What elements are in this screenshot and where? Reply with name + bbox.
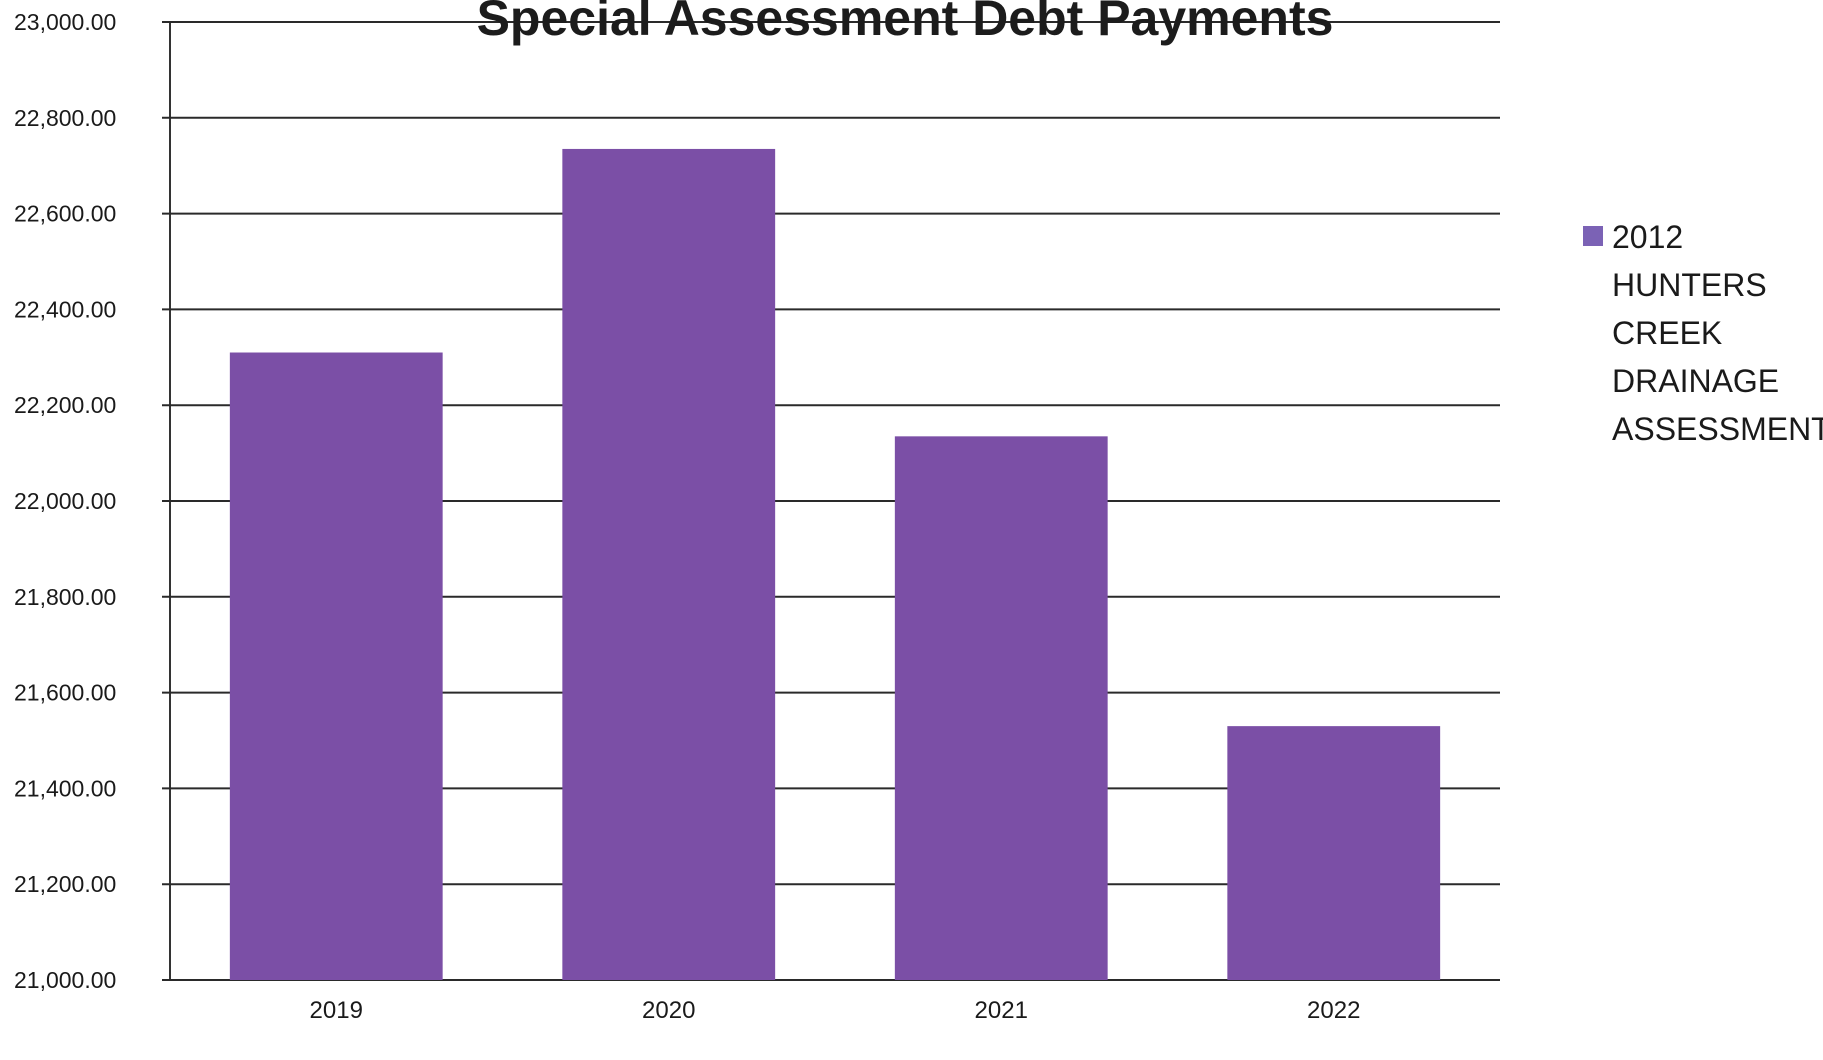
y-tick-label: 21,000.00 xyxy=(14,967,116,993)
legend-label-line: 2012 xyxy=(1612,219,1683,255)
y-tick-label: 22,800.00 xyxy=(14,105,116,131)
y-tick-label: 21,400.00 xyxy=(14,775,116,801)
bar-2022 xyxy=(1227,726,1441,980)
y-tick-label: 21,600.00 xyxy=(14,680,116,706)
legend-swatch xyxy=(1583,226,1603,246)
x-tick-label: 2020 xyxy=(642,997,695,1024)
y-tick-label: 22,200.00 xyxy=(14,392,116,418)
legend-label-line: ASSESSMENT xyxy=(1612,411,1823,447)
x-tick-label: 2019 xyxy=(310,997,363,1024)
bars xyxy=(229,148,1441,981)
y-tick-label: 22,600.00 xyxy=(14,201,116,227)
x-axis-ticks: 2019 2020 2021 2022 xyxy=(310,997,1361,1024)
legend-label-line: HUNTERS xyxy=(1612,267,1767,303)
bar-2021 xyxy=(894,436,1108,981)
bar-2019 xyxy=(229,352,443,980)
x-tick-label: 2021 xyxy=(975,997,1028,1024)
y-tick-label: 22,000.00 xyxy=(14,488,116,514)
legend: 2012 HUNTERS CREEK DRAINAGE ASSESSMENT xyxy=(1583,219,1823,447)
legend-label-line: CREEK xyxy=(1612,315,1722,351)
y-tick-label: 21,800.00 xyxy=(14,584,116,610)
x-tick-label: 2022 xyxy=(1307,997,1360,1024)
y-axis-ticks: 21,000.00 21,200.00 21,400.00 21,600.00 21,8… xyxy=(14,9,116,993)
y-tick-label: 23,000.00 xyxy=(14,9,116,35)
legend-label-line: DRAINAGE xyxy=(1612,363,1779,399)
bar-2020 xyxy=(562,148,776,980)
legend-label: 2012 HUNTERS CREEK DRAINAGE ASSESSMENT xyxy=(1612,219,1823,447)
chart-title: Special Assessment Debt Payments xyxy=(477,0,1334,46)
y-tick-label: 21,200.00 xyxy=(14,871,116,897)
y-tick-label: 22,400.00 xyxy=(14,296,116,322)
